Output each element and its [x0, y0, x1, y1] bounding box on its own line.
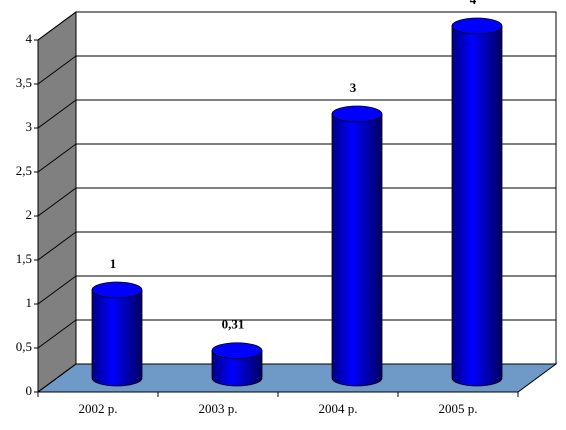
bar — [91, 289, 143, 387]
x-tick-label: 2005 р. — [439, 401, 478, 416]
grid-line — [37, 143, 77, 173]
value-label: 0,31 — [222, 317, 245, 332]
bar-top — [451, 17, 503, 35]
grid-line — [37, 187, 77, 217]
y-tick-label: 3,5 — [16, 75, 32, 90]
grid-line — [37, 363, 77, 393]
value-label: 1 — [110, 256, 117, 271]
bar-top — [91, 281, 143, 299]
x-tick-label: 2004 р. — [319, 401, 358, 416]
y-tick-label: 0 — [26, 383, 33, 398]
y-tick-label: 4 — [26, 31, 33, 46]
y-tick-label: 1,5 — [16, 251, 32, 266]
grid-line — [37, 55, 77, 85]
x-tick-label: 2002 р. — [79, 401, 118, 416]
bar — [211, 350, 263, 387]
bar — [451, 25, 503, 387]
y-tick-label: 3 — [26, 119, 33, 134]
y-tick-label: 2 — [26, 207, 33, 222]
grid-line — [37, 275, 77, 305]
x-tick-label: 2003 р. — [199, 401, 238, 416]
y-tick-label: 0,5 — [16, 339, 32, 354]
y-tick-label: 2,5 — [16, 163, 32, 178]
grid-line — [37, 11, 77, 41]
y-tick-label: 1 — [26, 295, 33, 310]
bar — [331, 113, 383, 387]
value-label: 4 — [470, 0, 477, 7]
grid-line — [37, 231, 77, 261]
bar-top — [331, 105, 383, 123]
bar-top — [211, 342, 263, 360]
grid-line — [37, 319, 77, 349]
grid-line — [37, 99, 77, 129]
value-label: 3 — [350, 80, 357, 95]
